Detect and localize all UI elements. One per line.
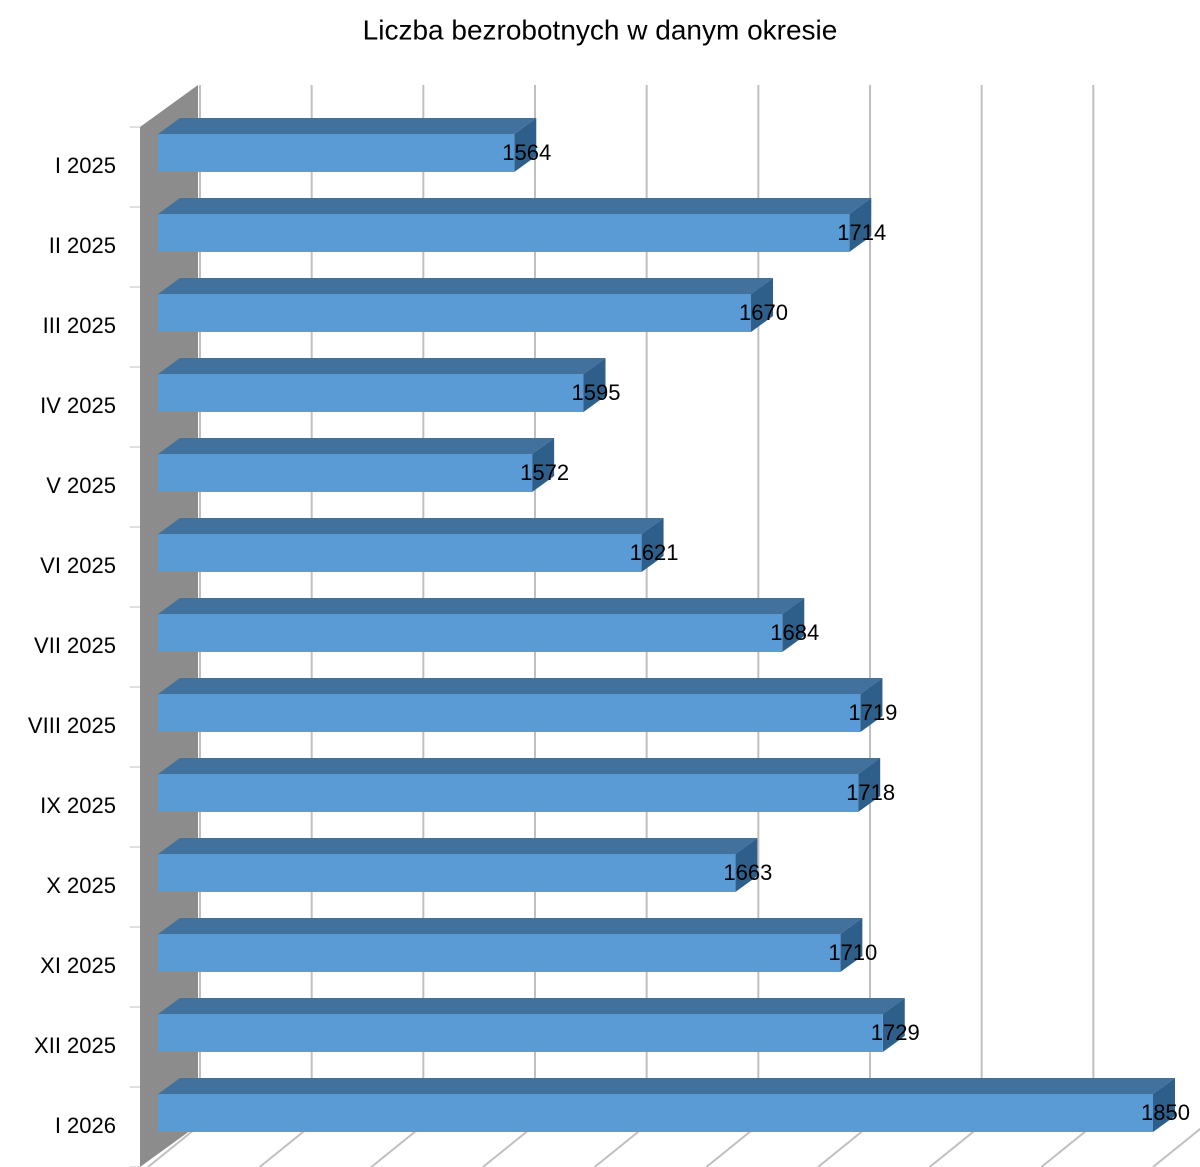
bar-top	[158, 198, 872, 214]
bar-top	[158, 278, 773, 294]
bar-top	[158, 1078, 1175, 1094]
value-label: 1710	[828, 940, 877, 965]
bar	[158, 118, 537, 172]
bar-side	[532, 438, 555, 492]
bar-side	[782, 598, 805, 652]
bar	[158, 998, 905, 1052]
bar-side	[840, 918, 863, 972]
y-tick-label: IX 2025	[40, 793, 116, 818]
y-tick-label: XI 2025	[40, 953, 116, 978]
value-label: 1718	[846, 780, 895, 805]
bar	[158, 278, 773, 332]
value-label: 1564	[502, 140, 551, 165]
y-tick-label: V 2025	[46, 473, 116, 498]
bar	[158, 758, 881, 812]
bar-side	[882, 998, 905, 1052]
bar-top	[158, 598, 805, 614]
bar	[158, 358, 606, 412]
bar-side	[860, 678, 883, 732]
bar-side	[1153, 1078, 1175, 1132]
bar-front	[158, 534, 642, 572]
bar-front	[158, 374, 584, 412]
y-tick-label: III 2025	[43, 313, 116, 338]
value-label: 1572	[520, 460, 569, 485]
bar-front	[158, 294, 751, 332]
bar	[158, 438, 555, 492]
y-tick-label: II 2025	[49, 233, 116, 258]
bar-front	[158, 1094, 1153, 1132]
bar-side	[641, 518, 664, 572]
bar	[158, 838, 758, 892]
bar-top	[158, 518, 664, 534]
value-label: 1670	[739, 300, 788, 325]
bar	[158, 518, 664, 572]
value-label: 1850	[1141, 1100, 1190, 1125]
bar-top	[158, 918, 863, 934]
bar	[158, 598, 805, 652]
bar-top	[158, 358, 606, 374]
bar-top	[158, 838, 758, 854]
y-tick-label: VII 2025	[34, 633, 116, 658]
y-tick-label: X 2025	[46, 873, 116, 898]
value-label: 1719	[848, 700, 897, 725]
y-tick-label: I 2025	[55, 153, 116, 178]
y-tick-label: I 2026	[55, 1113, 116, 1138]
bar-front	[158, 1014, 883, 1052]
y-tick-label: IV 2025	[40, 393, 116, 418]
bar-side	[858, 758, 881, 812]
value-label: 1729	[871, 1020, 920, 1045]
bar-top	[158, 118, 537, 134]
bar	[158, 918, 863, 972]
bar-front	[158, 854, 736, 892]
bar-side	[751, 278, 773, 332]
bar-side	[849, 198, 872, 252]
bar-top	[158, 438, 555, 454]
y-tick-label: VI 2025	[40, 553, 116, 578]
bar-side	[514, 118, 537, 172]
bar	[158, 198, 872, 252]
bar-front	[158, 774, 859, 812]
y-tick-label: XII 2025	[34, 1033, 116, 1058]
bar	[158, 1078, 1175, 1132]
value-label: 1684	[770, 620, 819, 645]
bar-front	[158, 934, 841, 972]
bar-top	[158, 998, 905, 1014]
value-label: 1663	[723, 860, 772, 885]
bar-front	[158, 614, 783, 652]
bar-top	[158, 678, 883, 694]
y-tick-label: VIII 2025	[28, 713, 116, 738]
bar-side	[583, 358, 606, 412]
bar-front	[158, 214, 850, 252]
bar-front	[158, 134, 515, 172]
value-label: 1595	[572, 380, 621, 405]
bar-front	[158, 694, 861, 732]
bar-top	[158, 758, 881, 774]
chart-title: Liczba bezrobotnych w danym okresie	[363, 14, 838, 45]
bar-front	[158, 454, 533, 492]
bar-side	[735, 838, 758, 892]
bar	[158, 678, 883, 732]
floor-grid-line	[1152, 1127, 1200, 1167]
value-label: 1621	[630, 540, 679, 565]
value-label: 1714	[837, 220, 886, 245]
